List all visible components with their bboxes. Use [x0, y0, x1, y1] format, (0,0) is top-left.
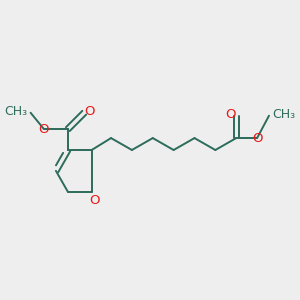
Text: O: O	[252, 132, 263, 145]
Text: O: O	[84, 105, 95, 118]
Text: O: O	[89, 194, 99, 207]
Text: O: O	[226, 108, 236, 121]
Text: CH₃: CH₃	[4, 105, 28, 119]
Text: O: O	[38, 123, 49, 136]
Text: CH₃: CH₃	[272, 108, 295, 121]
